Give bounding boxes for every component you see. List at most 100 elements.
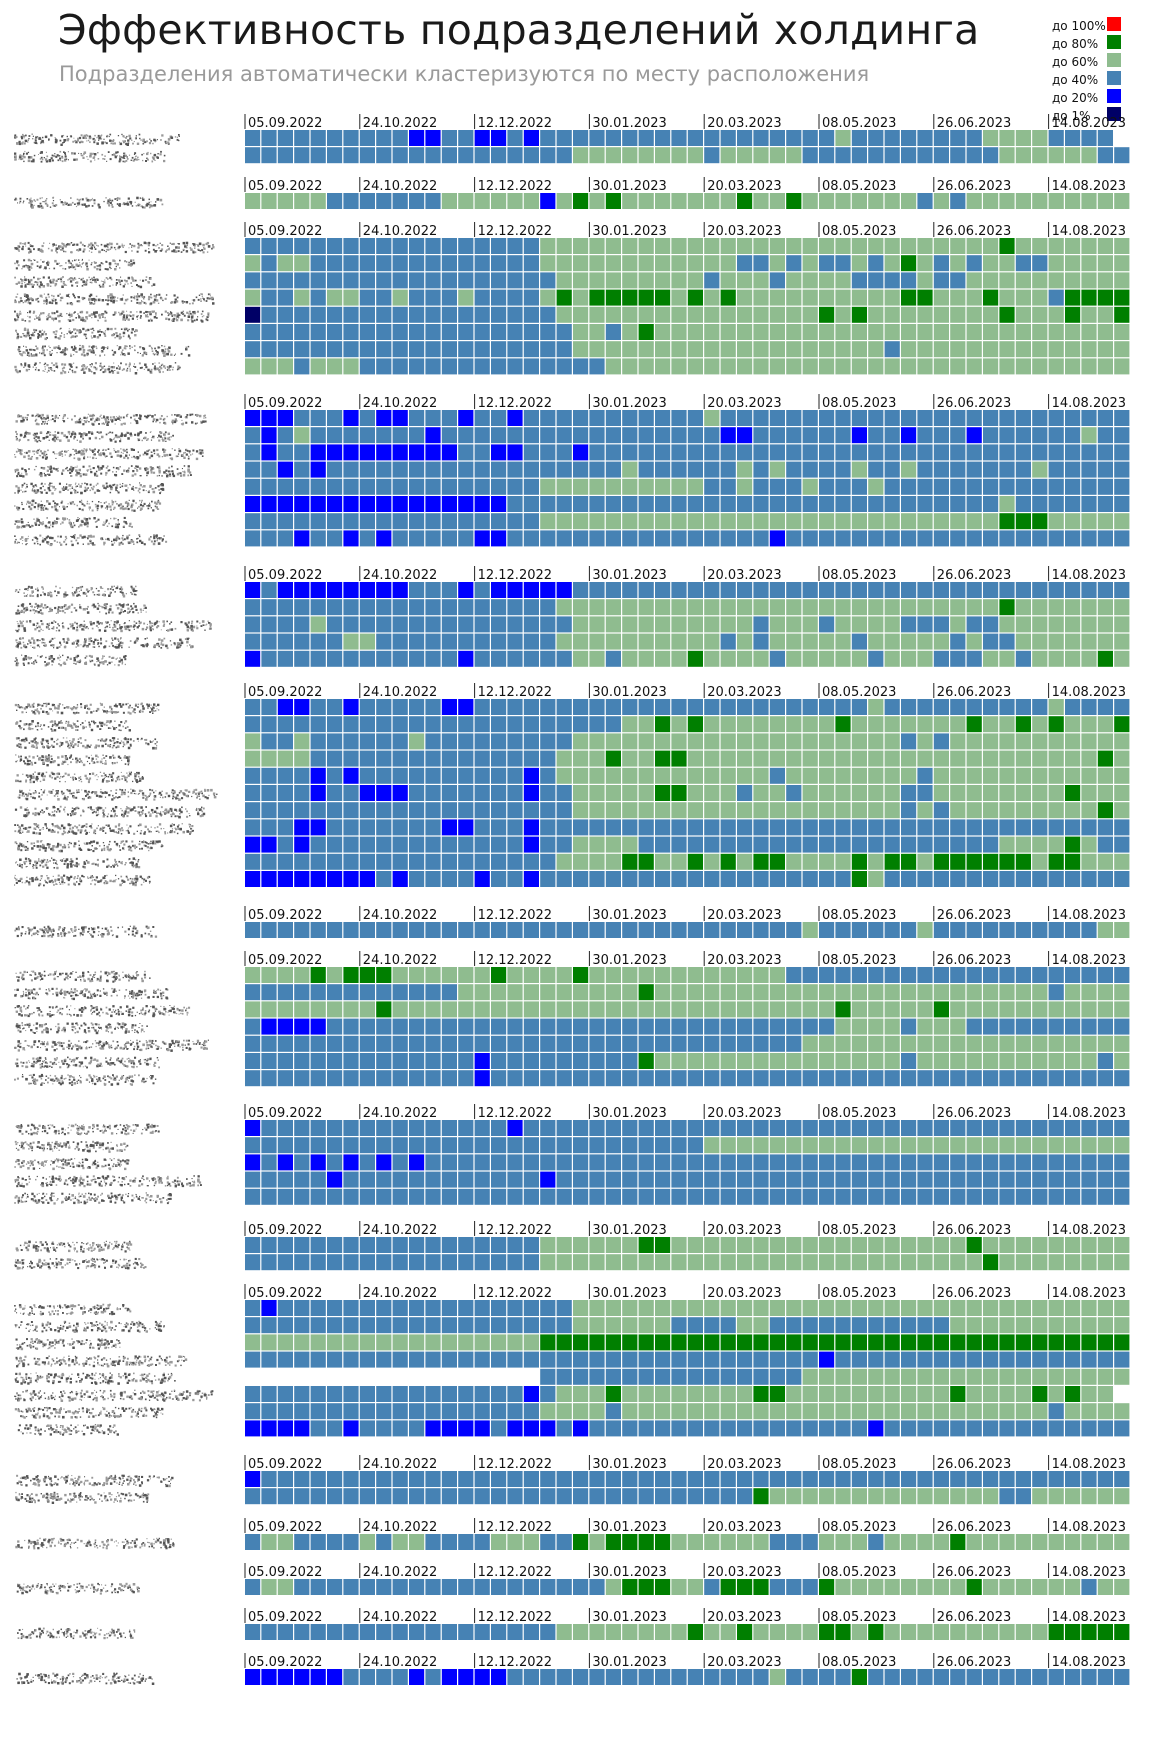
heatmap-cell — [507, 513, 523, 530]
heatmap-cell — [1114, 193, 1130, 209]
heatmap-cell — [622, 427, 638, 444]
heatmap-cell — [704, 1624, 720, 1640]
heatmap-cell — [704, 444, 720, 461]
tick-label: 12.12.2022 — [478, 953, 552, 968]
heatmap-cell — [1048, 410, 1064, 426]
heatmap-cell — [540, 633, 556, 650]
heatmap-cell — [802, 1018, 818, 1035]
heatmap-cell — [409, 427, 425, 444]
heatmap-cell — [999, 1237, 1015, 1253]
heatmap-cell — [605, 1053, 621, 1069]
heatmap-cell — [901, 341, 917, 358]
heatmap-cell — [966, 1300, 982, 1316]
heatmap-cell — [605, 289, 621, 306]
heatmap-cell — [491, 1053, 507, 1069]
heatmap-cell — [573, 478, 589, 495]
heatmap-cell — [851, 1188, 867, 1205]
heatmap-cell — [966, 716, 982, 733]
heatmap-cell — [687, 767, 703, 784]
heatmap-cell — [769, 427, 785, 444]
heatmap-cell — [376, 358, 392, 375]
heatmap-cell — [999, 193, 1015, 209]
heatmap-cell — [655, 1368, 671, 1385]
heatmap-cell — [1065, 582, 1081, 598]
heatmap-cell — [720, 306, 736, 323]
heatmap-cell — [966, 785, 982, 801]
heatmap-cell — [737, 984, 753, 1001]
heatmap-cell — [310, 193, 326, 209]
heatmap-cell — [917, 410, 933, 426]
tick-label: 12.12.2022 — [478, 1565, 552, 1580]
heatmap-cell — [753, 616, 769, 633]
heatmap-cell — [1015, 530, 1031, 547]
heatmap-cell — [507, 193, 523, 209]
heatmap-cell — [638, 1624, 654, 1640]
heatmap-cell — [769, 478, 785, 495]
heatmap-cell — [868, 871, 884, 887]
heatmap-cell — [556, 1386, 572, 1402]
heatmap-cell — [556, 461, 572, 478]
heatmap-cell — [786, 1001, 802, 1018]
heatmap-cell — [868, 1420, 884, 1437]
heatmap-cell — [441, 650, 457, 667]
heatmap-cell — [310, 1053, 326, 1069]
heatmap-cell — [507, 1317, 523, 1334]
heatmap-cell — [1081, 358, 1097, 375]
heatmap-cell — [409, 1137, 425, 1154]
heatmap-cell — [245, 444, 261, 461]
heatmap-cell — [474, 1137, 490, 1154]
heatmap-cell — [589, 1237, 605, 1253]
heatmap-cell — [786, 444, 802, 461]
heatmap-cell — [622, 1471, 638, 1487]
heatmap-cell — [950, 767, 966, 784]
heatmap-cell — [720, 802, 736, 819]
heatmap-cell — [819, 444, 835, 461]
heatmap-cell — [704, 1368, 720, 1385]
heatmap-cell — [851, 853, 867, 870]
heatmap-cell — [671, 358, 687, 375]
heatmap-cell — [1081, 1070, 1097, 1087]
heatmap-cell — [884, 836, 900, 853]
heatmap-cell — [1114, 444, 1130, 461]
heatmap-cell — [556, 1018, 572, 1035]
heatmap-cell — [507, 1053, 523, 1069]
heatmap-cell — [622, 1154, 638, 1171]
heatmap-cell — [868, 750, 884, 767]
heatmap-cell — [802, 1300, 818, 1316]
heatmap-cell — [1114, 530, 1130, 547]
heatmap-cell — [655, 1018, 671, 1035]
heatmap-cell — [884, 358, 900, 375]
heatmap-cell — [786, 1471, 802, 1487]
heatmap-cell — [966, 238, 982, 254]
heatmap-cell — [950, 1053, 966, 1069]
heatmap-cell — [802, 853, 818, 870]
heatmap-cell — [540, 130, 556, 146]
heatmap-cell — [425, 616, 441, 633]
heatmap-cell — [638, 289, 654, 306]
heatmap-cell — [491, 1669, 507, 1685]
blurred-row-label — [15, 754, 131, 767]
heatmap-cell — [884, 1317, 900, 1334]
heatmap-cell — [245, 1237, 261, 1253]
heatmap-cell — [933, 1579, 949, 1595]
heatmap-cell — [835, 922, 851, 938]
heatmap-cell — [1032, 1171, 1048, 1188]
heatmap-cell — [573, 1237, 589, 1253]
heatmap-cell — [704, 633, 720, 650]
heatmap-cell — [327, 1053, 343, 1069]
heatmap-cell — [392, 1386, 408, 1402]
heatmap-cell — [1081, 716, 1097, 733]
heatmap-cell — [933, 130, 949, 146]
heatmap-cell — [392, 1137, 408, 1154]
heatmap-cell — [999, 513, 1015, 530]
heatmap-cell — [868, 1403, 884, 1420]
heatmap-cell — [983, 358, 999, 375]
heatmap-cell — [737, 272, 753, 289]
heatmap-cell — [966, 324, 982, 340]
heatmap-cell — [376, 1471, 392, 1487]
heatmap-cell — [622, 1053, 638, 1069]
heatmap-cell — [687, 341, 703, 358]
heatmap-cell — [425, 650, 441, 667]
heatmap-cell — [835, 238, 851, 254]
heatmap-cell — [868, 1368, 884, 1385]
